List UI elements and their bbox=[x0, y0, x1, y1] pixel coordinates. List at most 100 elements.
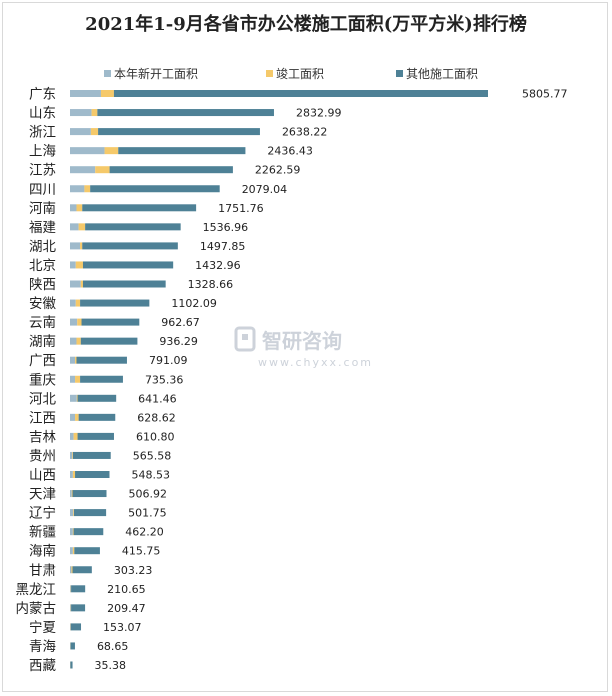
category-label: 广东 bbox=[29, 87, 56, 103]
bar-segment-other bbox=[73, 528, 104, 536]
bar-segment-completed bbox=[75, 413, 79, 421]
bar-segment-new_start bbox=[70, 451, 73, 459]
value-label: 1497.85 bbox=[200, 240, 246, 253]
bars bbox=[70, 90, 489, 669]
bar-segment-other bbox=[82, 204, 197, 212]
value-label: 936.29 bbox=[159, 335, 198, 348]
value-label: 303.23 bbox=[114, 564, 153, 577]
value-label: 610.80 bbox=[136, 430, 175, 443]
value-label: 1536.96 bbox=[203, 221, 249, 234]
category-label: 海南 bbox=[29, 544, 56, 560]
category-label: 辽宁 bbox=[29, 505, 56, 522]
bar-segment-other bbox=[80, 299, 150, 307]
value-label: 548.53 bbox=[131, 469, 170, 482]
bar-segment-new_start bbox=[70, 356, 76, 364]
category-label: 吉林 bbox=[29, 429, 56, 445]
value-label: 1751.76 bbox=[218, 202, 264, 215]
legend-label-completed: 竣工面积 bbox=[276, 66, 324, 81]
bar-segment-new_start bbox=[70, 547, 73, 555]
value-label: 35.38 bbox=[95, 659, 127, 672]
bar-segment-completed bbox=[71, 490, 73, 498]
category-label: 天津 bbox=[29, 487, 56, 503]
category-label: 福建 bbox=[29, 220, 56, 236]
bar-segment-other bbox=[73, 509, 107, 517]
value-label: 565.58 bbox=[133, 449, 172, 462]
bar-segment-new_start bbox=[70, 261, 76, 269]
bar-segment-new_start bbox=[70, 490, 72, 498]
bar-segment-completed bbox=[76, 337, 81, 345]
bar-segment-new_start bbox=[70, 318, 78, 326]
value-label: 1432.96 bbox=[195, 259, 241, 272]
value-label: 791.09 bbox=[149, 354, 188, 367]
bar-segment-other bbox=[80, 337, 138, 345]
category-label: 重庆 bbox=[29, 372, 56, 388]
category-label: 河南 bbox=[29, 201, 56, 217]
bar-segment-other bbox=[75, 471, 110, 478]
bar-segment-other bbox=[70, 623, 82, 631]
bar-segment-completed bbox=[73, 509, 74, 517]
watermark-url: www.chyxx.com bbox=[258, 356, 373, 369]
category-label: 西藏 bbox=[29, 658, 56, 674]
bar-segment-completed bbox=[90, 128, 99, 136]
category-label: 湖北 bbox=[29, 239, 56, 255]
category-label: 黑龙江 bbox=[16, 582, 57, 598]
bar-segment-completed bbox=[84, 185, 91, 193]
bar-segment-other bbox=[76, 356, 127, 364]
bar-segment-other bbox=[80, 375, 123, 383]
value-label: 2079.04 bbox=[242, 183, 288, 196]
bar-segment-other bbox=[78, 413, 116, 421]
bar-segment-completed bbox=[100, 90, 114, 97]
value-label: 210.65 bbox=[107, 583, 146, 596]
category-label: 云南 bbox=[29, 315, 56, 331]
value-label: 209.47 bbox=[107, 602, 146, 615]
bar-segment-other bbox=[113, 90, 489, 97]
category-label: 新疆 bbox=[29, 525, 56, 541]
category-label: 内蒙古 bbox=[16, 601, 57, 617]
value-label: 153.07 bbox=[103, 621, 141, 634]
category-label: 广西 bbox=[29, 353, 56, 369]
value-label: 415.75 bbox=[122, 545, 160, 558]
bar-segment-other bbox=[71, 604, 86, 612]
category-label: 北京 bbox=[29, 258, 56, 274]
category-label: 贵州 bbox=[29, 448, 56, 464]
bar-segment-new_start bbox=[70, 242, 81, 250]
value-label: 506.92 bbox=[129, 488, 168, 501]
value-label: 962.67 bbox=[161, 316, 200, 329]
bar-segment-other bbox=[70, 661, 73, 669]
bar-segment-other bbox=[109, 166, 233, 174]
bar-segment-completed bbox=[104, 147, 119, 155]
bar-segment-completed bbox=[80, 242, 83, 250]
value-label: 2436.43 bbox=[267, 145, 313, 158]
bar-segment-new_start bbox=[70, 413, 76, 421]
legend: 本年新开工面积 竣工面积 其他施工面积 bbox=[104, 66, 478, 81]
value-label: 5805.77 bbox=[522, 88, 568, 101]
bar-segment-completed bbox=[76, 204, 83, 212]
bar-segment-other bbox=[85, 223, 181, 231]
bar-segment-completed bbox=[75, 356, 77, 364]
category-label: 青海 bbox=[29, 639, 56, 655]
value-label: 628.62 bbox=[137, 411, 176, 424]
bar-segment-completed bbox=[76, 394, 78, 402]
bar-segment-completed bbox=[73, 432, 78, 440]
bar-segment-other bbox=[77, 432, 114, 440]
category-label: 江苏 bbox=[29, 163, 56, 179]
bar-segment-completed bbox=[91, 109, 98, 117]
bar-segment-new_start bbox=[70, 147, 105, 155]
bar-segment-new_start bbox=[70, 299, 76, 307]
bar-segment-new_start bbox=[70, 394, 77, 402]
value-label: 501.75 bbox=[128, 507, 167, 520]
bar-segment-completed bbox=[77, 318, 82, 326]
bar-segment-completed bbox=[72, 471, 76, 478]
bar-segment-completed bbox=[75, 299, 81, 307]
watermark-logo-icon bbox=[234, 326, 256, 352]
watermark: 智研咨询 www.chyxx.com bbox=[234, 326, 373, 369]
bar-segment-completed bbox=[72, 451, 73, 459]
category-label: 上海 bbox=[29, 144, 56, 160]
bar-segment-new_start bbox=[70, 337, 77, 345]
bar-segment-new_start bbox=[70, 223, 79, 231]
bar-segment-other bbox=[72, 490, 107, 498]
value-label: 462.20 bbox=[125, 526, 164, 539]
bar-segment-new_start bbox=[70, 128, 91, 136]
category-label: 河北 bbox=[29, 391, 56, 407]
legend-swatch-new_start bbox=[104, 70, 111, 77]
